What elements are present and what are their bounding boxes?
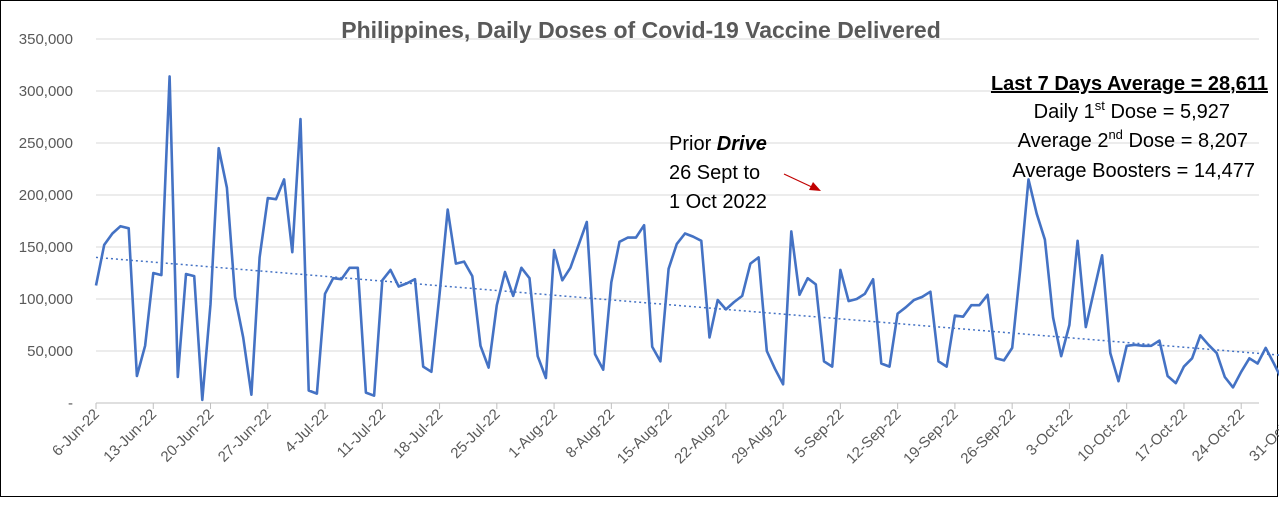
x-tick-label: 8-Aug-22	[563, 406, 619, 462]
series-line-daily-doses	[94, 75, 1279, 402]
x-tick-label: 29-Aug-22	[728, 406, 790, 468]
x-tick-label: 1-Aug-22	[505, 406, 561, 462]
first-dose-prefix: Daily 1	[1034, 101, 1095, 123]
x-tick-label: 13-Jun-22	[100, 406, 160, 466]
line-chart: - 50,000 100,000 150,000 200,000 250,000 300,0…	[19, 17, 1279, 468]
y-axis-ticks: - 50,000 100,000 150,000 200,000 250,000 300,0…	[19, 31, 73, 412]
y-tick-label: 350,000	[19, 31, 73, 48]
x-tick-label: 22-Aug-22	[671, 406, 733, 468]
annotation-prior-drive: Prior Drive 26 Sept to 1 Oct 2022	[669, 133, 821, 213]
average-second-dose: Average 2nd Dose = 8,207	[1018, 127, 1248, 152]
stats-box: Last 7 Days Average = 28,611 Daily 1st D…	[991, 73, 1268, 182]
x-tick-label: 6-Jun-22	[49, 406, 103, 460]
annotation-arrowhead	[809, 182, 821, 191]
second-dose-prefix: Average 2	[1018, 130, 1109, 152]
first-dose-suffix: Dose = 5,927	[1105, 101, 1230, 123]
x-tick-label: 19-Sep-22	[900, 406, 962, 468]
gridlines	[96, 38, 1259, 352]
y-tick-label: 250,000	[19, 135, 73, 152]
y-tick-label: 300,000	[19, 83, 73, 100]
x-tick-label: 24-Oct-22	[1189, 406, 1248, 465]
first-dose-sup: st	[1095, 98, 1106, 113]
y-tick-label: 200,000	[19, 187, 73, 204]
x-tick-label: 25-Jul-22	[447, 406, 503, 462]
x-tick-label: 27-Jun-22	[215, 406, 275, 466]
x-tick-label: 18-Jul-22	[390, 406, 446, 462]
second-dose-sup: nd	[1108, 127, 1122, 142]
annotation-line-1: Prior Drive	[669, 133, 767, 155]
x-tick-label: 11-Jul-22	[334, 406, 389, 461]
y-tick-label: -	[68, 395, 73, 412]
last-7-days-average: Last 7 Days Average = 28,611	[991, 73, 1268, 95]
x-tick-label: 31-Oct-22	[1246, 406, 1279, 465]
x-tick-label: 5-Sep-22	[792, 406, 848, 462]
chart-frame: - 50,000 100,000 150,000 200,000 250,000 300,0…	[0, 0, 1279, 497]
x-tick-label: 15-Aug-22	[614, 406, 676, 468]
chart-title: Philippines, Daily Doses of Covid-19 Vac…	[341, 17, 941, 43]
x-tick-label: 20-Jun-22	[158, 406, 218, 466]
y-tick-label: 50,000	[27, 343, 73, 360]
annotation-line-2: 26 Sept to	[669, 162, 760, 184]
x-tick-label: 12-Sep-22	[843, 406, 905, 468]
annotation-prior: Prior	[669, 133, 717, 155]
second-dose-suffix: Dose = 8,207	[1123, 130, 1248, 152]
x-tick-label: 17-Oct-22	[1132, 406, 1191, 465]
daily-first-dose: Daily 1st Dose = 5,927	[1034, 98, 1230, 123]
trendline	[95, 256, 1279, 356]
annotation-line-3: 1 Oct 2022	[669, 191, 767, 213]
x-tick-label: 4-Jul-22	[282, 406, 332, 456]
average-boosters: Average Boosters = 14,477	[1012, 160, 1255, 182]
y-tick-label: 150,000	[19, 239, 73, 256]
x-tick-label: 3-Oct-22	[1023, 406, 1076, 459]
x-tick-label: 26-Sep-22	[957, 406, 1019, 468]
annotation-arrow	[783, 173, 815, 189]
annotation-drive: Drive	[717, 133, 767, 155]
x-tick-label: 10-Oct-22	[1074, 406, 1133, 465]
y-tick-label: 100,000	[19, 291, 73, 308]
